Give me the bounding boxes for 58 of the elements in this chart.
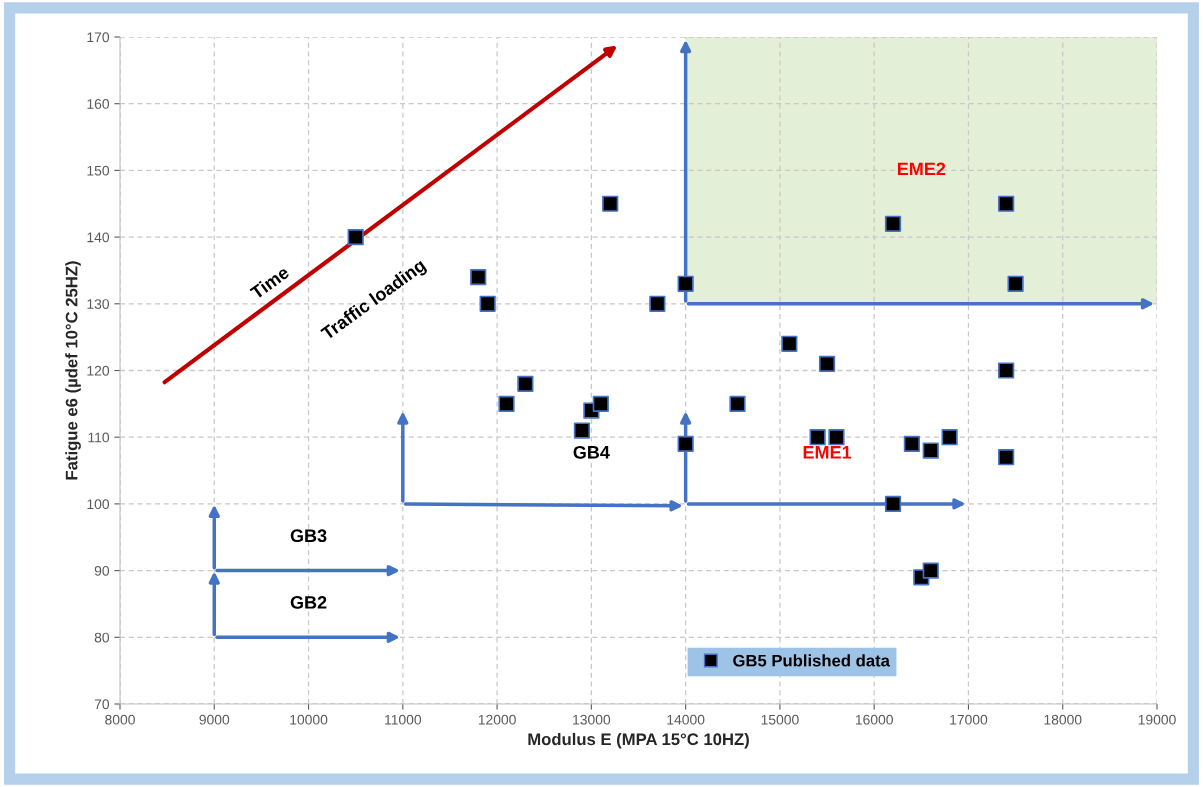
y-tick-label: 90 (94, 565, 110, 576)
annotation: EME2 (897, 162, 946, 176)
y-tick-label: 140 (87, 232, 110, 243)
point (347, 228, 364, 246)
y-tick-label: 70 (94, 699, 110, 710)
point (781, 335, 798, 352)
x-tick-label: 9000 (199, 714, 230, 725)
point (941, 429, 958, 446)
point (517, 375, 534, 392)
point (479, 295, 496, 312)
point (818, 355, 836, 372)
y-tick-label: 130 (87, 299, 110, 309)
x-tick-label: 8000 (105, 714, 135, 725)
annotation: EME1 (803, 446, 852, 459)
y-tick-label: 100 (87, 499, 110, 510)
x-tick-label: 15000 (761, 714, 799, 725)
x-tick-label: 19000 (1138, 714, 1176, 725)
y-tick-label: 160 (87, 99, 110, 109)
point (998, 449, 1015, 466)
point (884, 495, 902, 513)
point (828, 429, 845, 446)
x-tick-label: 12000 (478, 714, 516, 725)
point (729, 395, 746, 412)
annotation: Time (249, 265, 291, 300)
x-tick-label: 14000 (667, 714, 705, 725)
legend-label: GB5 Published data (733, 654, 891, 667)
point (903, 435, 921, 452)
point (998, 195, 1015, 212)
y-tick-label: 150 (87, 165, 110, 176)
point (677, 435, 694, 452)
x-tick-label: 13000 (573, 714, 611, 725)
x-tick-label: 17000 (950, 714, 988, 725)
x-tick-label: 10000 (290, 714, 328, 725)
point (809, 429, 826, 446)
point (649, 295, 666, 312)
y-tick-label: 80 (94, 632, 110, 643)
annotation: GB3 (290, 529, 327, 543)
point (677, 275, 694, 292)
point (998, 362, 1015, 379)
y-axis-title: Fatigue e6 (µdef 10°C 25HZ) (65, 261, 81, 480)
point (470, 269, 487, 286)
y-tick-label: 110 (88, 432, 110, 443)
point (573, 422, 591, 439)
x-tick-label: 18000 (1044, 714, 1082, 725)
point (922, 562, 939, 579)
y-tick-label: 170 (87, 32, 110, 43)
annotation: GB4 (573, 445, 610, 459)
x-tick-label: 16000 (855, 714, 893, 725)
point (884, 215, 902, 232)
point (592, 395, 609, 412)
point (1007, 275, 1024, 292)
annotation: GB2 (290, 596, 327, 609)
point (922, 442, 939, 459)
x-tick-label: 11000 (385, 714, 422, 725)
y-tick-label: 120 (87, 365, 110, 376)
point (602, 195, 619, 212)
point (498, 395, 515, 412)
x-axis-title: Modulus E (MPA 15°C 10HZ) (528, 732, 749, 749)
